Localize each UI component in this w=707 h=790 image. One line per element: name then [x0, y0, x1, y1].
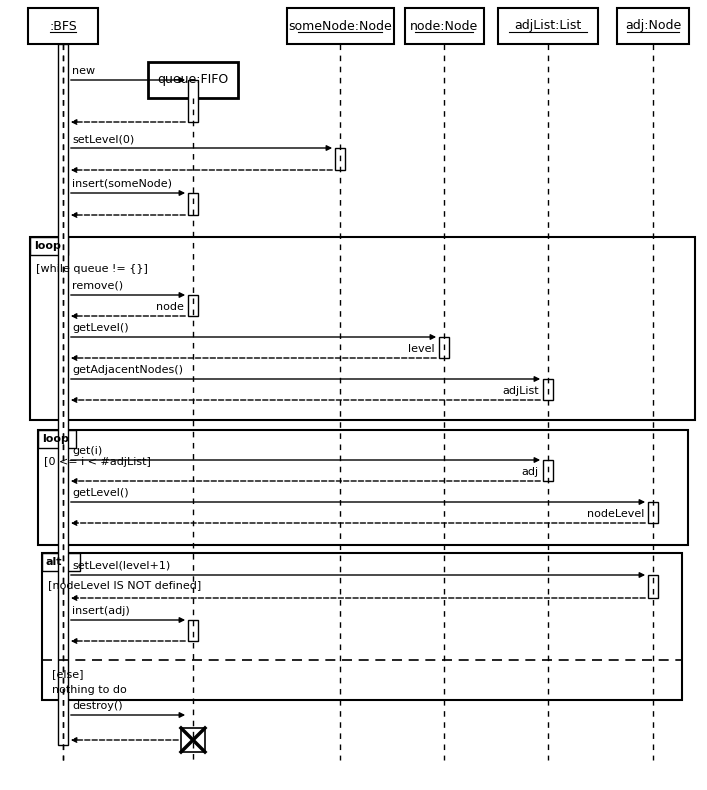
- Bar: [543, 460, 553, 481]
- Text: getLevel(): getLevel(): [72, 323, 129, 333]
- Text: nothing to do: nothing to do: [52, 685, 127, 695]
- Bar: [439, 337, 449, 358]
- Bar: [188, 80, 198, 122]
- Text: adj: adj: [522, 467, 539, 477]
- Bar: [335, 148, 345, 170]
- Text: destroy(): destroy(): [72, 701, 122, 711]
- Text: setLevel(level+1): setLevel(level+1): [72, 561, 170, 571]
- Text: nodeLevel: nodeLevel: [587, 509, 644, 519]
- Text: adjList:List: adjList:List: [515, 20, 582, 32]
- Text: [0 <= i < #adjList]: [0 <= i < #adjList]: [44, 457, 151, 467]
- Text: getAdjacentNodes(): getAdjacentNodes(): [72, 365, 183, 375]
- Bar: [286, 8, 394, 44]
- Text: adjList: adjList: [503, 386, 539, 396]
- Bar: [38, 430, 688, 545]
- Text: adj:Node: adj:Node: [625, 20, 681, 32]
- Bar: [58, 44, 68, 745]
- Text: queue:FIFO: queue:FIFO: [158, 73, 228, 86]
- Bar: [42, 553, 682, 700]
- Text: [else]: [else]: [52, 669, 83, 679]
- Bar: [30, 237, 695, 420]
- Text: [nodeLevel IS NOT defined]: [nodeLevel IS NOT defined]: [48, 580, 201, 590]
- Bar: [28, 8, 98, 44]
- Text: someNode:Node: someNode:Node: [288, 20, 392, 32]
- Text: :BFS: :BFS: [49, 20, 77, 32]
- Text: insert(someNode): insert(someNode): [72, 179, 172, 189]
- Text: alt: alt: [46, 557, 62, 567]
- Text: node:Node: node:Node: [410, 20, 478, 32]
- Bar: [648, 575, 658, 598]
- Text: level: level: [409, 344, 435, 354]
- Text: remove(): remove(): [72, 281, 123, 291]
- Text: insert(adj): insert(adj): [72, 606, 130, 616]
- Text: setLevel(0): setLevel(0): [72, 134, 134, 144]
- Bar: [543, 379, 553, 400]
- Bar: [188, 620, 198, 641]
- Text: loop: loop: [42, 434, 69, 444]
- Text: get(i): get(i): [72, 446, 103, 456]
- Text: node: node: [156, 302, 184, 312]
- Bar: [404, 8, 484, 44]
- Bar: [188, 193, 198, 215]
- Bar: [498, 8, 598, 44]
- Bar: [181, 728, 205, 752]
- Bar: [617, 8, 689, 44]
- Text: new: new: [72, 66, 95, 76]
- Text: [while queue != {}]: [while queue != {}]: [36, 264, 148, 274]
- Text: getLevel(): getLevel(): [72, 488, 129, 498]
- Bar: [148, 62, 238, 98]
- Bar: [188, 295, 198, 316]
- Text: loop: loop: [34, 241, 61, 251]
- Bar: [648, 502, 658, 523]
